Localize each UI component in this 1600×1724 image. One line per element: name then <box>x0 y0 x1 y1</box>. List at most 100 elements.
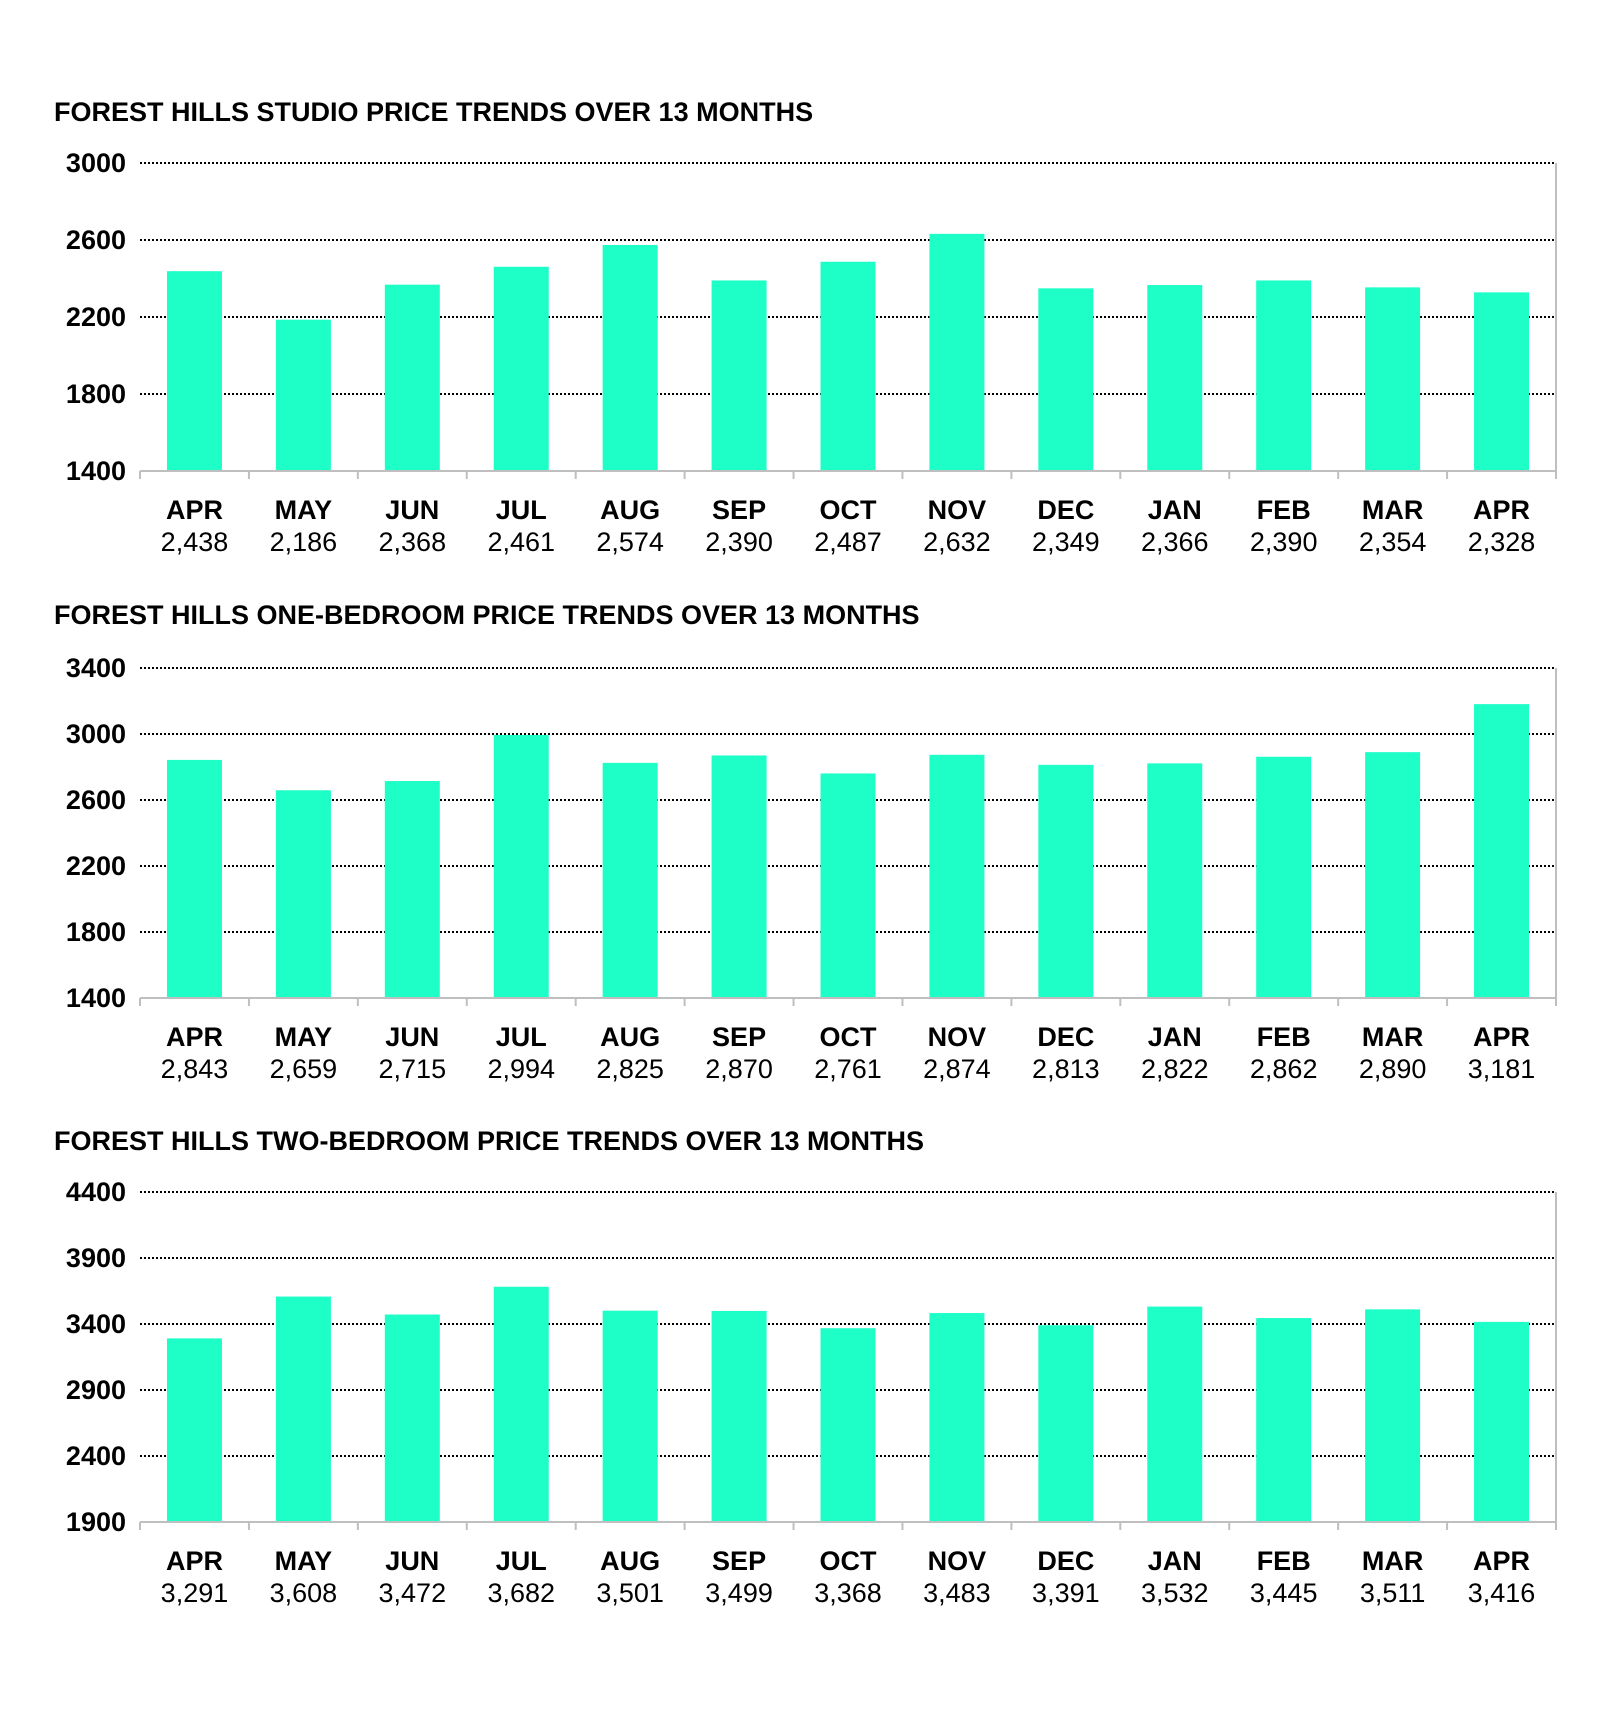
x-category-label: NOV <box>928 495 987 525</box>
x-category-label: OCT <box>820 495 878 525</box>
bar <box>1147 763 1203 998</box>
bar <box>166 1338 222 1522</box>
y-tick-label: 2200 <box>66 851 126 881</box>
x-value-label: 2,574 <box>596 527 664 557</box>
x-value-label: 3,501 <box>596 1578 664 1608</box>
bar <box>602 1310 658 1522</box>
x-category-label: MAY <box>275 1022 333 1052</box>
bar <box>602 762 658 998</box>
x-category-label: AUG <box>600 1546 660 1576</box>
x-category-label: MAY <box>275 495 333 525</box>
y-tick-label: 1400 <box>66 983 126 1013</box>
bar <box>1256 280 1312 471</box>
bar <box>1474 1321 1530 1522</box>
bar <box>1474 292 1530 471</box>
x-value-label: 2,461 <box>487 527 555 557</box>
x-value-label: 2,874 <box>923 1054 991 1084</box>
x-category-label: DEC <box>1037 495 1094 525</box>
x-category-label: APR <box>166 1022 223 1052</box>
studio-plot: 14001800220026003000APR2,438MAY2,186JUN2… <box>66 148 1557 557</box>
x-value-label: 3,499 <box>705 1578 773 1608</box>
x-value-label: 3,483 <box>923 1578 991 1608</box>
y-tick-label: 3900 <box>66 1243 126 1273</box>
x-category-label: APR <box>1473 1546 1530 1576</box>
x-category-label: FEB <box>1257 495 1311 525</box>
bar <box>166 271 222 471</box>
x-category-label: APR <box>1473 495 1530 525</box>
chart-title: FOREST HILLS TWO-BEDROOM PRICE TRENDS OV… <box>54 1126 925 1156</box>
two-bedroom-plot: 190024002900340039004400APR3,291MAY3,608… <box>66 1177 1557 1608</box>
x-category-label: DEC <box>1037 1022 1094 1052</box>
x-category-label: JAN <box>1148 495 1202 525</box>
bar <box>275 1296 331 1522</box>
x-value-label: 2,390 <box>705 527 773 557</box>
bar <box>493 266 549 471</box>
bar <box>166 759 222 998</box>
x-category-label: SEP <box>712 1022 766 1052</box>
x-category-label: NOV <box>928 1022 987 1052</box>
bar <box>1038 764 1094 998</box>
bar <box>384 781 440 998</box>
x-category-label: OCT <box>820 1546 878 1576</box>
x-category-label: AUG <box>600 495 660 525</box>
bar <box>1365 1309 1421 1522</box>
x-value-label: 3,532 <box>1141 1578 1209 1608</box>
bar <box>1147 285 1203 471</box>
x-category-label: JUL <box>496 1546 547 1576</box>
bar <box>929 1313 985 1522</box>
one-bedroom-chart: FOREST HILLS ONE-BEDROOM PRICE TRENDS OV… <box>0 600 1600 1090</box>
x-category-label: OCT <box>820 1022 878 1052</box>
x-category-label: NOV <box>928 1546 987 1576</box>
y-tick-label: 1800 <box>66 917 126 947</box>
bar <box>384 284 440 471</box>
x-value-label: 3,472 <box>379 1578 447 1608</box>
y-tick-label: 1900 <box>66 1507 126 1537</box>
x-category-label: JAN <box>1148 1022 1202 1052</box>
x-value-label: 2,825 <box>596 1054 664 1084</box>
x-category-label: MAY <box>275 1546 333 1576</box>
y-tick-label: 1800 <box>66 379 126 409</box>
x-category-label: MAR <box>1362 1546 1424 1576</box>
x-value-label: 2,186 <box>270 527 338 557</box>
x-value-label: 2,761 <box>814 1054 882 1084</box>
x-category-label: JUN <box>385 1546 439 1576</box>
one-bedroom-plot: 140018002200260030003400APR2,843MAY2,659… <box>66 653 1557 1084</box>
x-value-label: 2,354 <box>1359 527 1427 557</box>
y-tick-label: 3400 <box>66 653 126 683</box>
x-category-label: SEP <box>712 495 766 525</box>
x-value-label: 2,328 <box>1468 527 1536 557</box>
x-category-label: JUL <box>496 1022 547 1052</box>
x-value-label: 3,391 <box>1032 1578 1100 1608</box>
bar <box>275 319 331 471</box>
bar <box>711 1310 767 1522</box>
two-bedroom-chart: FOREST HILLS TWO-BEDROOM PRICE TRENDS OV… <box>0 1126 1600 1616</box>
x-value-label: 3,445 <box>1250 1578 1318 1608</box>
y-tick-label: 3400 <box>66 1309 126 1339</box>
bar <box>1365 287 1421 471</box>
x-value-label: 2,870 <box>705 1054 773 1084</box>
x-value-label: 2,632 <box>923 527 991 557</box>
x-value-label: 3,511 <box>1360 1578 1426 1608</box>
y-tick-label: 2400 <box>66 1441 126 1471</box>
y-tick-label: 2200 <box>66 302 126 332</box>
y-tick-label: 3000 <box>66 148 126 178</box>
bar <box>820 1328 876 1522</box>
x-value-label: 2,843 <box>161 1054 229 1084</box>
y-tick-label: 2600 <box>66 225 126 255</box>
bar <box>1038 288 1094 471</box>
bar <box>1147 1306 1203 1522</box>
x-value-label: 2,822 <box>1141 1054 1209 1084</box>
y-tick-label: 2900 <box>66 1375 126 1405</box>
x-value-label: 3,291 <box>161 1578 229 1608</box>
x-value-label: 2,390 <box>1250 527 1318 557</box>
x-value-label: 2,813 <box>1032 1054 1100 1084</box>
y-tick-label: 4400 <box>66 1177 126 1207</box>
bar <box>493 734 549 998</box>
x-value-label: 2,994 <box>487 1054 555 1084</box>
bar <box>820 773 876 998</box>
x-category-label: AUG <box>600 1022 660 1052</box>
x-value-label: 3,368 <box>814 1578 882 1608</box>
x-value-label: 2,487 <box>814 527 882 557</box>
x-category-label: FEB <box>1257 1022 1311 1052</box>
x-category-label: APR <box>1473 1022 1530 1052</box>
